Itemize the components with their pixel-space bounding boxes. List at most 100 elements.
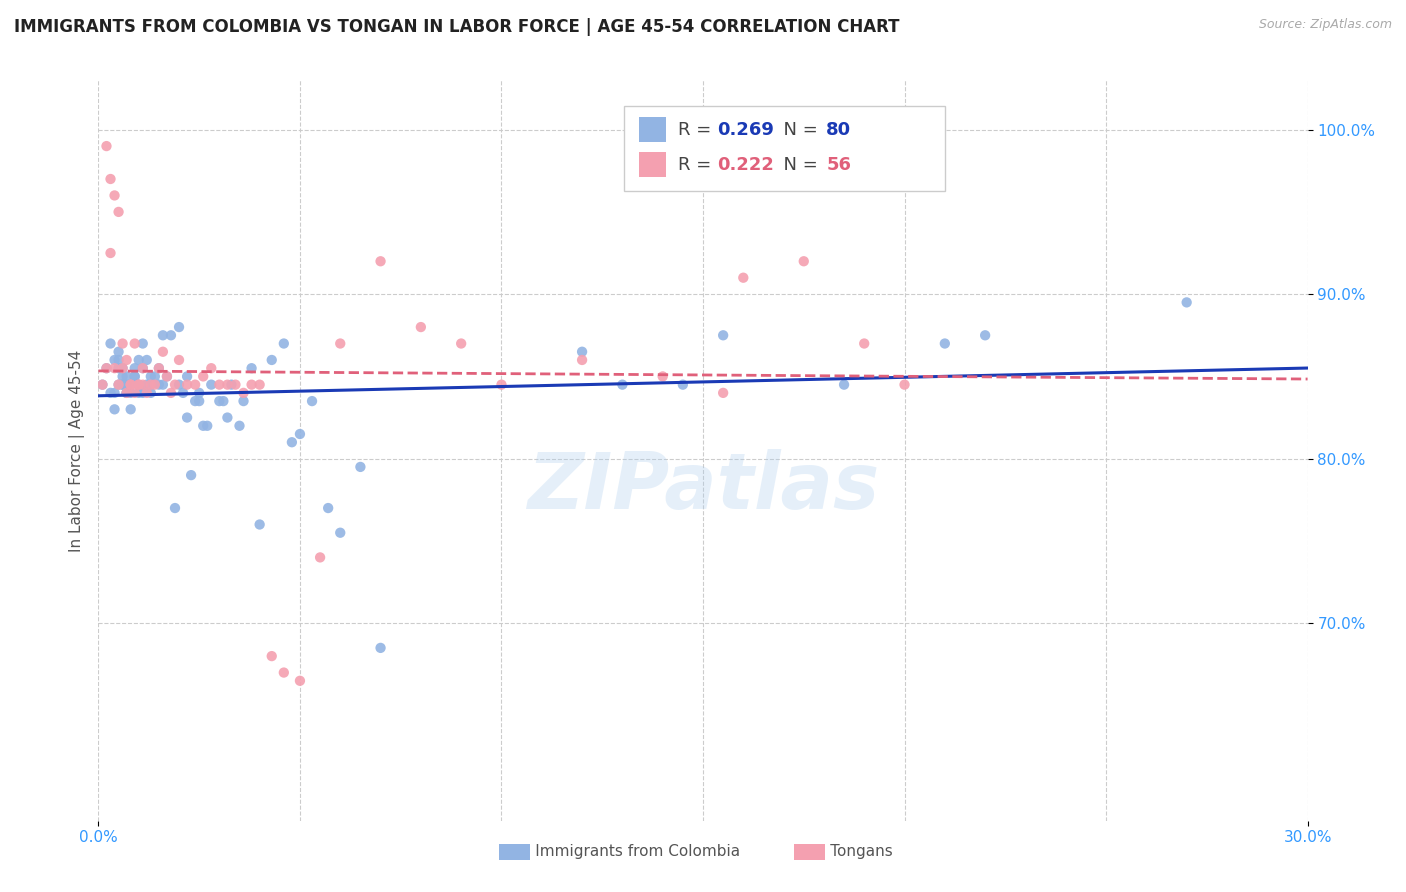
Point	[143, 377, 166, 392]
Point	[128, 377, 150, 392]
Point	[91, 377, 114, 392]
Point	[120, 377, 142, 392]
Point	[260, 649, 283, 664]
Text: 0.222: 0.222	[717, 156, 775, 175]
Point	[571, 344, 593, 359]
Point	[120, 385, 142, 400]
Text: 0.269: 0.269	[717, 121, 775, 139]
Point	[208, 394, 231, 409]
Point	[273, 665, 295, 680]
Point	[107, 377, 129, 392]
Point	[132, 361, 155, 376]
Point	[217, 377, 239, 392]
Point	[143, 369, 166, 384]
Point	[120, 402, 142, 417]
Point	[124, 369, 146, 384]
Point	[612, 377, 634, 392]
Point	[309, 550, 332, 565]
Point	[188, 385, 211, 400]
Point	[974, 328, 997, 343]
Point	[316, 501, 339, 516]
Point	[111, 361, 134, 376]
Point	[273, 336, 295, 351]
Point	[135, 353, 157, 368]
Point	[139, 385, 162, 400]
Point	[329, 525, 352, 540]
Point	[288, 427, 311, 442]
Point	[103, 385, 125, 400]
Point	[301, 394, 323, 409]
Bar	[638, 118, 665, 142]
Bar	[624, 106, 945, 191]
Point	[176, 369, 198, 384]
Text: Tongans: Tongans	[801, 845, 893, 859]
Y-axis label: In Labor Force | Age 45-54: In Labor Force | Age 45-54	[69, 350, 84, 551]
Point	[152, 344, 174, 359]
Point	[711, 385, 734, 400]
Text: ZIPatlas: ZIPatlas	[527, 450, 879, 525]
Point	[107, 353, 129, 368]
Point	[349, 459, 371, 474]
Point	[148, 377, 170, 392]
Point	[200, 377, 222, 392]
Point	[167, 353, 190, 368]
Point	[107, 361, 129, 376]
Point	[128, 377, 150, 392]
Point	[409, 320, 432, 334]
Point	[224, 377, 246, 392]
Point	[132, 385, 155, 400]
Point	[103, 361, 125, 376]
Point	[733, 270, 755, 285]
Point	[152, 328, 174, 343]
Point	[370, 640, 392, 655]
Point	[107, 377, 129, 392]
Point	[184, 377, 207, 392]
Point	[232, 394, 254, 409]
Point	[281, 435, 304, 450]
Point	[111, 369, 134, 384]
Text: R =: R =	[678, 121, 717, 139]
Point	[132, 336, 155, 351]
Point	[163, 377, 186, 392]
Point	[240, 377, 263, 392]
Point	[491, 377, 513, 392]
Point	[124, 361, 146, 376]
Point	[156, 369, 179, 384]
Point	[115, 369, 138, 384]
Point	[193, 418, 215, 433]
Point	[96, 139, 118, 153]
Point	[103, 353, 125, 368]
Point	[100, 246, 122, 260]
Point	[139, 369, 162, 384]
Point	[115, 353, 138, 368]
Point	[111, 377, 134, 392]
Point	[120, 377, 142, 392]
Point	[124, 369, 146, 384]
Point	[180, 468, 202, 483]
Point	[96, 361, 118, 376]
Point	[115, 385, 138, 400]
Point	[103, 188, 125, 202]
Point	[148, 361, 170, 376]
Point	[240, 361, 263, 376]
Point	[288, 673, 311, 688]
Point	[176, 377, 198, 392]
Point	[139, 377, 162, 392]
Text: N =: N =	[772, 121, 824, 139]
Point	[124, 385, 146, 400]
Point	[370, 254, 392, 268]
Point	[176, 410, 198, 425]
Point	[711, 328, 734, 343]
Point	[115, 385, 138, 400]
Point	[172, 385, 194, 400]
Point	[260, 353, 283, 368]
Point	[135, 385, 157, 400]
Point	[120, 377, 142, 392]
Point	[571, 353, 593, 368]
Text: Source: ZipAtlas.com: Source: ZipAtlas.com	[1258, 18, 1392, 31]
Text: 56: 56	[827, 156, 852, 175]
Point	[100, 336, 122, 351]
Point	[135, 377, 157, 392]
Point	[1175, 295, 1198, 310]
Point	[329, 336, 352, 351]
